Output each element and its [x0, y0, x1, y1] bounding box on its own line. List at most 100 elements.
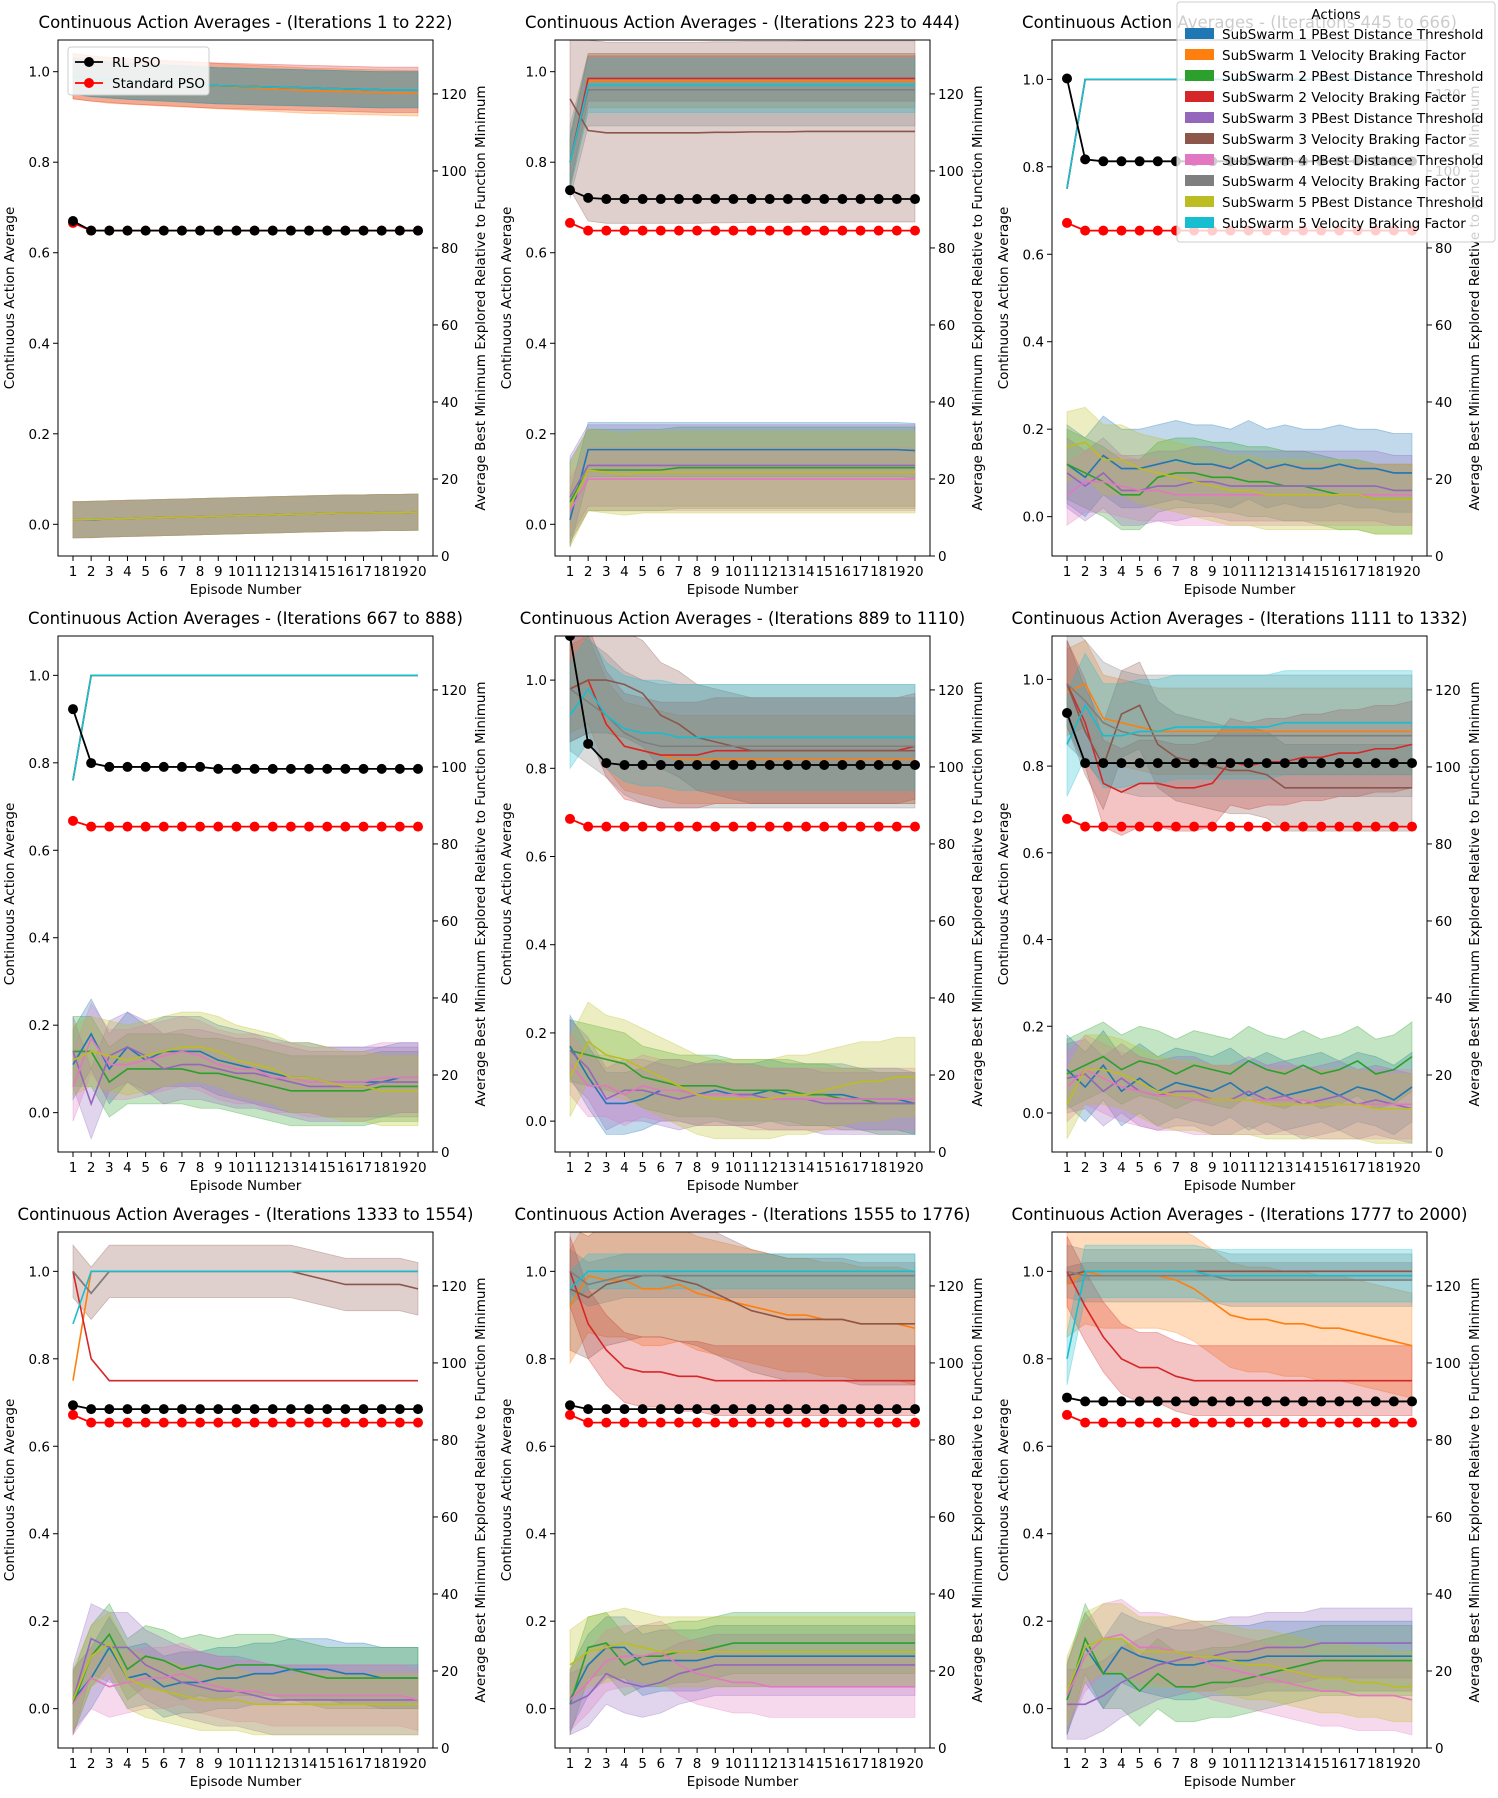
actions-legend-label: SubSwarm 1 Velocity Braking Factor — [1222, 48, 1466, 64]
x-tick-label: 5 — [638, 564, 647, 580]
x-tick-label: 5 — [638, 1756, 647, 1772]
y2-axis-label: Average Best Minimum Explored Relative t… — [1467, 1277, 1483, 1702]
standard-pso-point — [285, 1417, 296, 1428]
y2-tick-label: 80 — [938, 1433, 955, 1449]
rl-pso-point — [637, 760, 648, 770]
x-tick-label: 1 — [69, 1756, 78, 1772]
rl-pso-point — [195, 761, 206, 772]
rl-pso-point — [1243, 758, 1254, 769]
rl-pso-point — [655, 760, 666, 770]
rl-pso-point — [213, 763, 224, 774]
standard-pso-point — [267, 1417, 278, 1428]
y-tick-label: 0.2 — [1023, 1019, 1044, 1035]
y2-tick-label: 0 — [938, 1741, 947, 1757]
rl-pso-point — [104, 761, 115, 772]
rl-pso-point — [910, 760, 920, 770]
y-tick-label: 0.8 — [29, 756, 50, 772]
standard-pso-point — [1098, 1417, 1109, 1428]
x-tick-label: 18 — [1367, 1756, 1384, 1772]
x-tick-label: 13 — [282, 1160, 299, 1176]
standard-pso-point — [1279, 1417, 1290, 1428]
y2-tick-label: 120 — [938, 1279, 964, 1295]
standard-pso-point — [68, 815, 78, 826]
standard-pso-point — [68, 1409, 78, 1420]
x-tick-label: 14 — [797, 564, 814, 580]
pso-legend-label: RL PSO — [112, 55, 161, 71]
standard-pso-point — [619, 821, 630, 832]
line-subswarm-5-velocity-braking-factor — [72, 674, 418, 781]
standard-pso-point — [1279, 821, 1290, 832]
standard-pso-point — [104, 821, 115, 832]
x-tick-label: 19 — [391, 564, 408, 580]
standard-pso-point — [249, 1417, 260, 1428]
band-subswarm-2-velocity-braking-factor — [1066, 1236, 1413, 1417]
rl-pso-point — [1152, 156, 1163, 167]
y-axis-label: Continuous Action Average — [499, 803, 515, 986]
y2-tick-label: 60 — [938, 318, 955, 334]
standard-pso-point — [158, 821, 169, 832]
line-subswarm-1-pbest-distance-threshold — [72, 1645, 418, 1701]
x-tick-label: 19 — [888, 564, 905, 580]
x-tick-label: 7 — [178, 1160, 187, 1176]
rl-pso-point — [801, 760, 812, 770]
line-subswarm-3-pbest-distance-threshold — [1066, 471, 1412, 492]
rl-pso-point — [322, 225, 333, 236]
standard-pso-point — [358, 821, 369, 832]
x-tick-label: 10 — [228, 1756, 245, 1772]
y2-tick-label: 80 — [441, 241, 458, 257]
y-tick-label: 0.0 — [526, 517, 547, 533]
subplot-8: 1 2 3 4 5 6 7 8 9 10 11 12 13 14 15 16 17 18 19 200.00.20.4… — [499, 1205, 986, 1790]
x-tick-label: 1 — [1063, 1756, 1072, 1772]
standard-pso-point — [1152, 1417, 1163, 1428]
rl-pso-point — [104, 1404, 115, 1415]
x-tick-label: 12 — [1258, 564, 1275, 580]
rl-pso-point — [855, 194, 866, 205]
rl-pso-point — [358, 763, 369, 774]
rl-pso-point — [1170, 758, 1181, 769]
y2-axis-label: Average Best Minimum Explored Relative t… — [473, 85, 489, 510]
standard-pso-point — [1062, 1409, 1072, 1420]
y2-tick-label: 80 — [1435, 241, 1452, 257]
x-tick-label: 8 — [1190, 564, 1199, 580]
y2-tick-label: 60 — [938, 914, 955, 930]
axes-frame — [554, 1231, 931, 1749]
x-tick-label: 18 — [870, 564, 887, 580]
y-tick-label: 0.8 — [1023, 160, 1044, 176]
standard-pso-point — [837, 1417, 848, 1428]
x-tick-label: 14 — [300, 1756, 317, 1772]
y2-tick-label: 40 — [1435, 1587, 1452, 1603]
rl-pso-point — [285, 763, 296, 774]
rl-pso-point — [819, 1404, 830, 1415]
subplot-1: 1 2 3 4 5 6 7 8 9 10 11 12 13 14 15 16 17 18 19 200.00.20.4… — [2, 13, 489, 598]
rl-pso-point — [1170, 1396, 1181, 1407]
x-tick-label: 11 — [743, 1756, 760, 1772]
line-subswarm-3-velocity-braking-factor — [569, 679, 915, 752]
y-tick-label: 0.2 — [29, 427, 50, 443]
standard-pso-point — [801, 225, 812, 236]
rl-pso-point — [710, 194, 721, 205]
y-tick-label: 0.6 — [29, 246, 50, 262]
y-tick-label: 0.6 — [29, 843, 50, 859]
rl-pso-point — [837, 1404, 848, 1415]
pso-legend-marker — [84, 57, 94, 67]
x-tick-label: 13 — [282, 564, 299, 580]
line-subswarm-3-velocity-braking-factor — [1066, 683, 1412, 789]
y2-tick-label: 60 — [441, 318, 458, 334]
y2-tick-label: 0 — [441, 549, 450, 565]
rl-pso-point — [583, 738, 594, 749]
rl-pso-point — [140, 1404, 151, 1415]
x-tick-label: 5 — [638, 1160, 647, 1176]
standard-pso-point — [1098, 821, 1109, 832]
x-tick-label: 16 — [834, 1756, 851, 1772]
band-subswarm-2-pbest-distance-threshold — [72, 1016, 419, 1127]
x-tick-label: 20 — [1403, 1160, 1420, 1176]
standard-pso-point — [122, 1417, 133, 1428]
standard-pso-point — [855, 821, 866, 832]
x-tick-label: 17 — [852, 1756, 869, 1772]
line-subswarm-2-pbest-distance-threshold — [1066, 1055, 1413, 1075]
y2-axis-label: Average Best Minimum Explored Relative t… — [1467, 681, 1483, 1106]
rl-pso-point — [1134, 156, 1145, 167]
standard-pso-point — [1116, 821, 1127, 832]
rl-pso-point — [619, 760, 630, 770]
y-tick-label: 0.4 — [526, 336, 547, 352]
